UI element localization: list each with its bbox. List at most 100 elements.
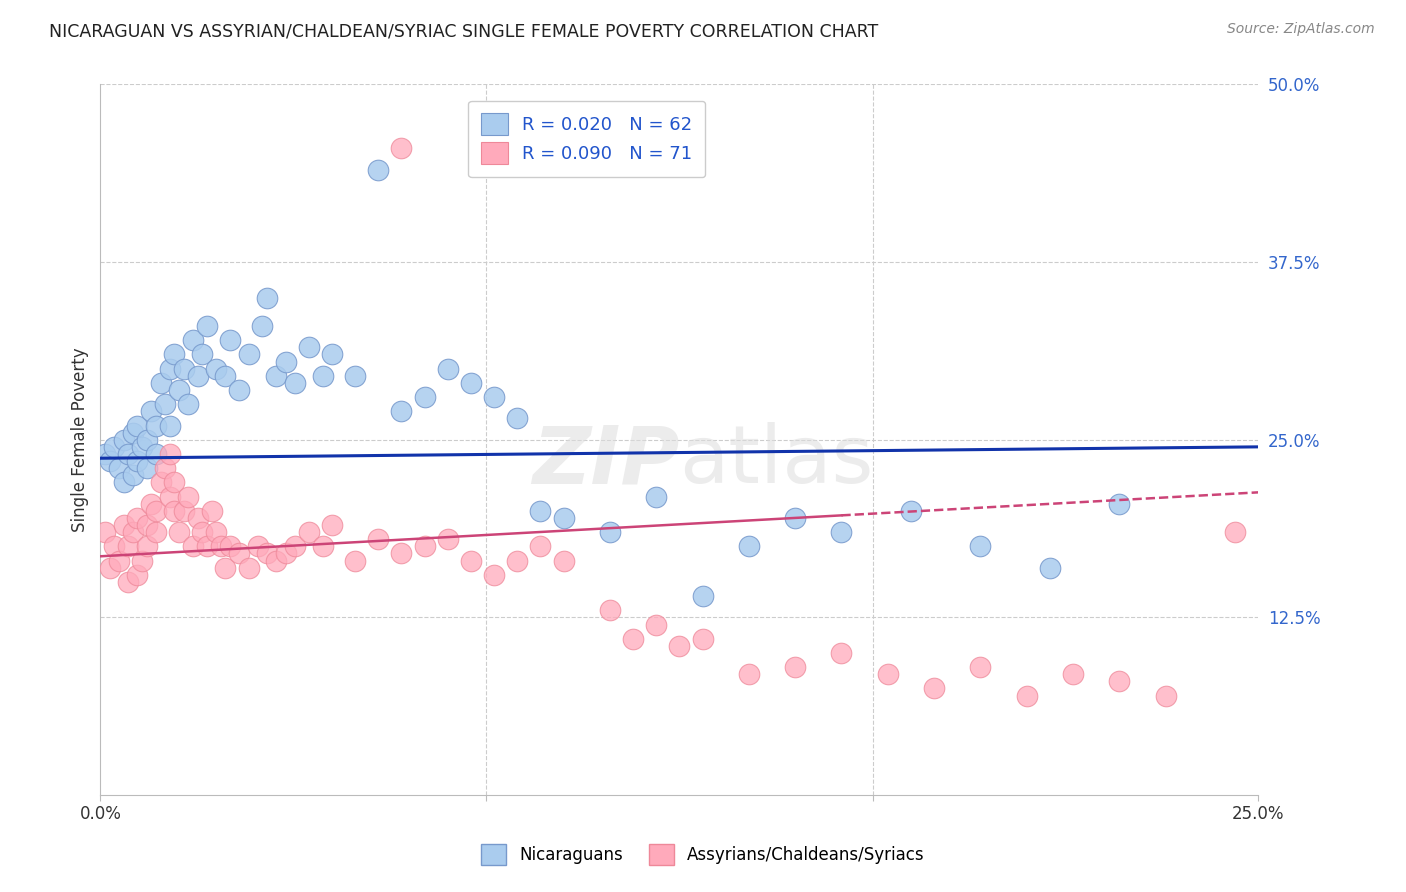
- Point: [149, 376, 172, 390]
- Point: [117, 447, 139, 461]
- Point: [321, 347, 343, 361]
- Point: [195, 539, 218, 553]
- Point: [117, 539, 139, 553]
- Point: [195, 319, 218, 334]
- Point: [117, 574, 139, 589]
- Point: [187, 368, 209, 383]
- Point: [219, 333, 242, 347]
- Point: [167, 383, 190, 397]
- Point: [205, 525, 228, 540]
- Point: [482, 390, 505, 404]
- Point: [785, 511, 807, 525]
- Point: [1039, 560, 1062, 574]
- Point: [738, 667, 761, 681]
- Point: [103, 440, 125, 454]
- Point: [391, 546, 413, 560]
- Point: [191, 347, 214, 361]
- Y-axis label: Single Female Poverty: Single Female Poverty: [72, 348, 89, 532]
- Point: [153, 397, 176, 411]
- Point: [159, 490, 181, 504]
- Point: [145, 447, 167, 461]
- Point: [645, 617, 668, 632]
- Point: [98, 560, 121, 574]
- Point: [413, 390, 436, 404]
- Point: [121, 468, 143, 483]
- Point: [692, 589, 714, 603]
- Point: [1108, 497, 1130, 511]
- Point: [131, 553, 153, 567]
- Point: [252, 319, 274, 334]
- Point: [266, 368, 288, 383]
- Point: [141, 404, 163, 418]
- Point: [344, 368, 367, 383]
- Point: [209, 539, 232, 553]
- Text: atlas: atlas: [679, 422, 873, 500]
- Point: [214, 560, 236, 574]
- Point: [256, 291, 278, 305]
- Point: [599, 603, 621, 617]
- Point: [266, 553, 288, 567]
- Point: [108, 461, 131, 475]
- Point: [298, 340, 321, 354]
- Point: [391, 141, 413, 155]
- Point: [98, 454, 121, 468]
- Point: [103, 539, 125, 553]
- Legend: R = 0.020   N = 62, R = 0.090   N = 71: R = 0.020 N = 62, R = 0.090 N = 71: [468, 101, 706, 178]
- Point: [785, 660, 807, 674]
- Point: [312, 368, 335, 383]
- Point: [141, 497, 163, 511]
- Point: [645, 490, 668, 504]
- Point: [692, 632, 714, 646]
- Point: [256, 546, 278, 560]
- Point: [94, 525, 117, 540]
- Point: [135, 461, 157, 475]
- Point: [367, 533, 389, 547]
- Point: [167, 525, 190, 540]
- Text: Source: ZipAtlas.com: Source: ZipAtlas.com: [1227, 22, 1375, 37]
- Point: [436, 533, 458, 547]
- Point: [163, 504, 186, 518]
- Point: [830, 646, 852, 660]
- Point: [529, 504, 551, 518]
- Point: [482, 567, 505, 582]
- Point: [238, 560, 260, 574]
- Point: [131, 440, 153, 454]
- Point: [344, 553, 367, 567]
- Point: [621, 632, 644, 646]
- Point: [284, 539, 307, 553]
- Point: [173, 361, 195, 376]
- Legend: Nicaraguans, Assyrians/Chaldeans/Syriacs: Nicaraguans, Assyrians/Chaldeans/Syriacs: [474, 836, 932, 873]
- Point: [738, 539, 761, 553]
- Point: [200, 504, 222, 518]
- Point: [135, 518, 157, 533]
- Point: [228, 546, 250, 560]
- Point: [284, 376, 307, 390]
- Point: [922, 681, 945, 696]
- Point: [876, 667, 898, 681]
- Point: [1225, 525, 1247, 540]
- Point: [127, 454, 149, 468]
- Point: [163, 475, 186, 490]
- Point: [187, 511, 209, 525]
- Point: [900, 504, 922, 518]
- Point: [112, 475, 135, 490]
- Point: [969, 539, 991, 553]
- Point: [181, 539, 204, 553]
- Point: [367, 162, 389, 177]
- Point: [127, 418, 149, 433]
- Point: [506, 553, 529, 567]
- Point: [153, 461, 176, 475]
- Point: [274, 546, 297, 560]
- Point: [553, 511, 575, 525]
- Point: [159, 361, 181, 376]
- Point: [159, 447, 181, 461]
- Text: ZIP: ZIP: [531, 422, 679, 500]
- Point: [1154, 689, 1177, 703]
- Point: [94, 447, 117, 461]
- Point: [214, 368, 236, 383]
- Point: [191, 525, 214, 540]
- Point: [163, 347, 186, 361]
- Point: [599, 525, 621, 540]
- Point: [413, 539, 436, 553]
- Point: [127, 567, 149, 582]
